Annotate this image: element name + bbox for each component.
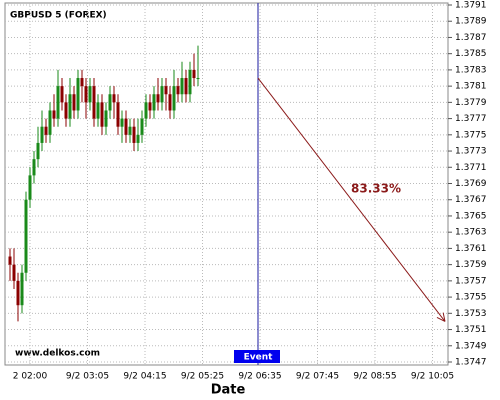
candle-body (104, 110, 108, 127)
candle-body (184, 78, 188, 95)
y-tick-label: 1.3763 (455, 228, 487, 238)
candle-body (152, 94, 156, 111)
candle-body (72, 94, 76, 111)
y-tick-label: 1.3753 (455, 309, 487, 319)
candle-body (176, 86, 180, 95)
x-tick-label: 9/2 04:15 (123, 372, 166, 382)
candle-body (56, 86, 60, 119)
candle-body (8, 256, 12, 265)
y-tick-label: 1.3761 (455, 244, 487, 254)
candle-body (40, 126, 44, 143)
y-tick-label: 1.3765 (455, 211, 487, 221)
event-label: Event (244, 353, 274, 363)
y-tick-label: 1.3757 (455, 276, 487, 286)
y-tick-label: 1.3771 (455, 163, 487, 173)
candle-body (164, 86, 168, 95)
candle-body (92, 86, 96, 119)
candle-body (120, 118, 124, 127)
x-tick-label: 9/2 03:05 (66, 372, 109, 382)
y-tick-label: 1.3749 (455, 341, 487, 351)
y-tick-label: 1.3791 (455, 1, 487, 11)
y-tick-label: 1.3779 (455, 98, 487, 108)
candle-body (112, 94, 116, 103)
y-tick-label: 1.3769 (455, 179, 487, 189)
candle-body (140, 118, 144, 135)
y-tick-label: 1.3775 (455, 130, 487, 140)
candle-body (108, 94, 112, 111)
candle-body (148, 102, 152, 111)
y-tick-label: 1.3787 (455, 33, 487, 43)
candle-body (180, 78, 184, 95)
candle-body (168, 94, 172, 111)
x-tick-label: 2 02:00 (13, 372, 48, 382)
candle-body (60, 86, 64, 103)
y-tick-label: 1.3773 (455, 147, 487, 157)
candle-body (156, 94, 160, 103)
candle-body (144, 102, 148, 119)
y-tick-label: 1.3781 (455, 82, 487, 92)
candle-body (64, 102, 68, 119)
x-tick-label: 9/2 08:55 (353, 372, 396, 382)
x-axis-title: Date (211, 383, 246, 398)
x-tick-label: 9/2 10:05 (411, 372, 454, 382)
arrow-head (436, 316, 446, 322)
y-tick-label: 1.3755 (455, 293, 487, 303)
x-tick-label: 9/2 05:25 (181, 372, 224, 382)
candle-body (192, 69, 196, 79)
y-tick-label: 1.3783 (455, 65, 487, 75)
candle-body (80, 78, 84, 87)
candle-body (136, 134, 140, 143)
candle-body (88, 86, 92, 103)
candle-body (12, 264, 16, 281)
candle-body (76, 78, 80, 111)
candle-body (68, 94, 72, 119)
prediction-arrow (257, 77, 446, 322)
arrow-head (442, 312, 446, 322)
candle-body (16, 280, 20, 306)
y-tick-label: 1.3751 (455, 325, 487, 335)
candle-body (124, 118, 128, 135)
event-box (234, 350, 280, 363)
candle-body (32, 159, 36, 176)
y-tick-label: 1.3767 (455, 195, 487, 205)
candle-body (24, 199, 28, 273)
watermark: www.delkos.com (15, 349, 100, 359)
chart-title: GBPUSD 5 (FOREX) (10, 11, 107, 21)
candle-body (36, 142, 40, 160)
x-tick-label: 9/2 06:35 (238, 372, 281, 382)
candle-body (172, 86, 176, 111)
candle-body (84, 86, 88, 103)
y-tick-label: 1.3747 (455, 358, 487, 368)
candle-body (96, 102, 100, 119)
candle-body (48, 110, 52, 135)
candle-body (20, 272, 24, 306)
candle-body (196, 78, 200, 80)
x-tick-label: 9/2 07:45 (296, 372, 339, 382)
y-tick-label: 1.3789 (455, 17, 487, 27)
y-tick-label: 1.3759 (455, 260, 487, 270)
candle-body (160, 86, 164, 103)
candle-body (52, 110, 56, 119)
prediction-label: 83.33% (351, 182, 401, 196)
candle-body (28, 175, 32, 200)
candle-body (132, 126, 136, 143)
candle-body (116, 102, 120, 127)
candle-body (100, 102, 104, 127)
candle-body (128, 126, 132, 135)
candle-body (188, 69, 192, 95)
y-tick-label: 1.3777 (455, 114, 487, 124)
y-tick-label: 1.3785 (455, 49, 487, 59)
candle-body (44, 126, 48, 135)
